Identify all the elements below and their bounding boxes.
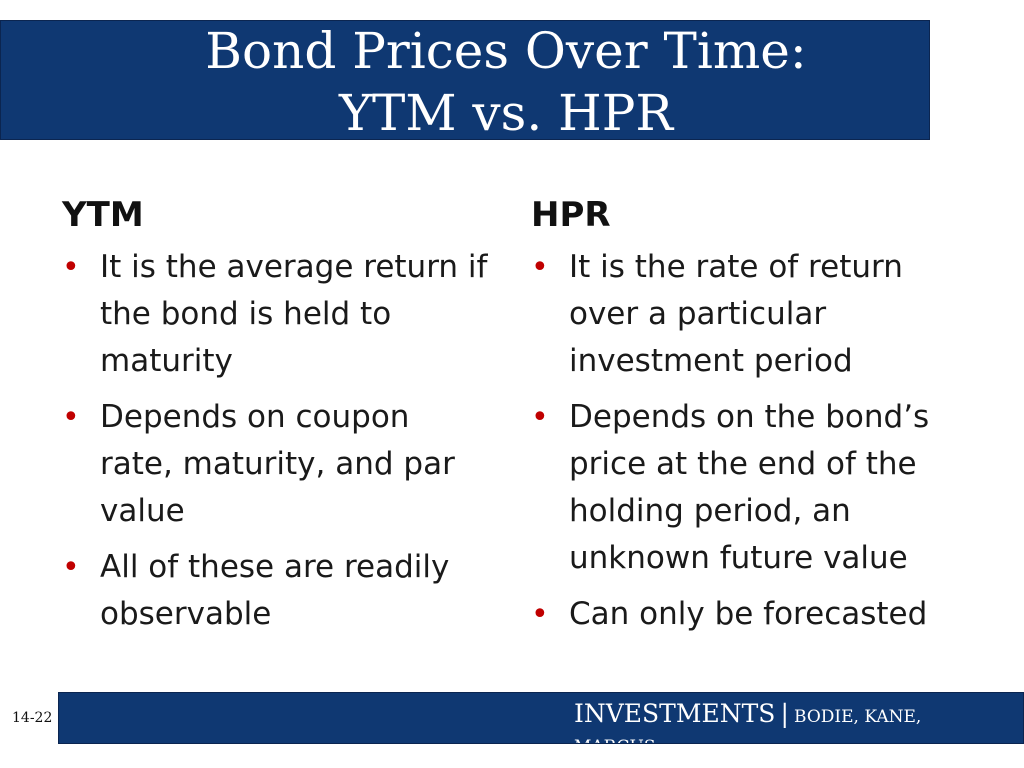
hpr-bullet-list: • It is the rate of return over a particu… [531, 244, 961, 638]
footer-text: INVESTMENTS | BODIE, KANE, MARCUS [574, 699, 994, 743]
hpr-bullet-1-text: It is the rate of return over a particul… [569, 249, 903, 379]
ytm-bullet-3-text: All of these are readily observable [100, 549, 450, 632]
hpr-bullet-1: • It is the rate of return over a particu… [531, 244, 961, 385]
ytm-bullet-1: • It is the average return if the bond is… [62, 244, 492, 385]
ytm-bullet-1-text: It is the average return if the bond is … [100, 249, 488, 379]
bullet-dot-icon: • [62, 250, 80, 285]
footer-separator: | [780, 699, 789, 728]
hpr-bullet-3-text: Can only be forecasted [569, 596, 928, 632]
bullet-dot-icon: • [531, 400, 549, 435]
slide-number: 14-22 [12, 710, 53, 726]
ytm-bullet-2-text: Depends on coupon rate, maturity, and pa… [100, 399, 455, 529]
bullet-dot-icon: • [531, 597, 549, 632]
footer-bar: INVESTMENTS | BODIE, KANE, MARCUS [58, 692, 1024, 744]
ytm-bullet-list: • It is the average return if the bond is… [62, 244, 492, 638]
hpr-bullet-2: • Depends on the bond’s price at the end … [531, 394, 961, 582]
ytm-bullet-2: • Depends on coupon rate, maturity, and p… [62, 394, 492, 535]
hpr-bullet-3: • Can only be forecasted [531, 591, 961, 638]
bullet-dot-icon: • [62, 400, 80, 435]
title-line-1: Bond Prices Over Time: [205, 22, 807, 80]
title-line-2: YTM vs. HPR [338, 84, 674, 142]
bullet-dot-icon: • [62, 550, 80, 585]
title-bar [0, 20, 930, 140]
bullet-dot-icon: • [531, 250, 549, 285]
hpr-heading: HPR [531, 195, 611, 235]
hpr-bullet-2-text: Depends on the bond’s price at the end o… [569, 399, 930, 576]
hpr-column: HPR • It is the rate of return over a par… [531, 190, 961, 647]
footer-authors: BODIE, KANE, MARCUS [574, 707, 922, 743]
slide-title: Bond Prices Over Time: YTM vs. HPR [0, 20, 1012, 144]
ytm-column: YTM • It is the average return if the bon… [62, 190, 492, 647]
ytm-heading: YTM [62, 195, 144, 235]
ytm-bullet-3: • All of these are readily observable [62, 544, 492, 638]
footer-book-title: INVESTMENTS [574, 699, 776, 728]
